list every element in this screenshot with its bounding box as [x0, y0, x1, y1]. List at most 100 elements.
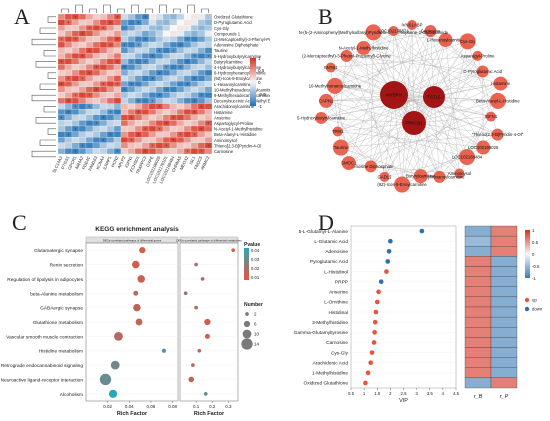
- heatmap-cell: [113, 92, 122, 99]
- heatmap-cell: [204, 75, 213, 82]
- heatmap-cell: [134, 137, 143, 143]
- heatmap-cell: [197, 64, 206, 71]
- heatmap-cell: [134, 120, 143, 127]
- heatmap-cell: [169, 142, 178, 149]
- significance-star: *: [89, 48, 91, 53]
- heatmap-cell: [99, 69, 108, 76]
- pathway-label: beta-Alanine metabolism: [30, 291, 83, 297]
- heatmap-cell: [183, 64, 192, 71]
- heatmap-row-label: Taurine: [214, 48, 228, 53]
- network-node: [364, 160, 377, 173]
- heatmap-cell: [183, 131, 192, 138]
- heatmap-cell: [176, 109, 185, 115]
- network-node: [485, 111, 496, 122]
- vip-tick-label: 4: [442, 391, 445, 396]
- network-edge: [393, 94, 498, 135]
- heatmap-cell: [92, 92, 101, 99]
- significance-star: *: [89, 71, 91, 76]
- heatmap-cell: [57, 103, 66, 110]
- significance-star: *: [61, 37, 63, 42]
- network-edge: [346, 55, 435, 98]
- heatmap-cell: [162, 137, 171, 143]
- heatmap-cell: [85, 36, 94, 43]
- heatmap-cell: [190, 25, 199, 31]
- heatmap-cell: [141, 103, 150, 110]
- network-node: [438, 33, 453, 48]
- vip-plot-frame: [350, 225, 457, 389]
- enrichment-point: [203, 391, 208, 396]
- vip-point: [378, 279, 384, 284]
- vip-metabolite-label: Carnosine: [326, 340, 348, 346]
- heatmap-cell: [204, 19, 213, 26]
- network-node: [402, 111, 426, 135]
- significance-star: *: [159, 93, 161, 98]
- enrichment-point: [188, 376, 195, 383]
- heatmap-cell: [197, 109, 206, 115]
- significance-star: *: [110, 20, 112, 25]
- heatmap-cell: [78, 86, 87, 93]
- dendrogram-branch: [39, 83, 56, 90]
- significance-star: *: [145, 127, 147, 132]
- network-edge: [445, 39, 499, 102]
- network-edge: [348, 96, 435, 164]
- heatmap-cell: [64, 81, 73, 87]
- vip-metabolite-label: 3-Methylhistidine: [312, 320, 348, 326]
- heatmap-cell: [204, 114, 213, 121]
- heatmap-cell: [155, 131, 164, 138]
- heatmap-cell: [106, 53, 115, 59]
- heatmap-cell: [134, 81, 143, 87]
- heatmap-cell: [204, 97, 213, 104]
- heatmap-cell: [134, 53, 143, 59]
- heatmap-cell: [204, 64, 213, 71]
- heatmap-cell: [127, 36, 136, 43]
- vip-colorbar: [525, 230, 530, 278]
- significance-star: *: [166, 65, 168, 70]
- significance-star: *: [152, 144, 154, 149]
- network-edge: [373, 32, 415, 124]
- vip-heat-cell-rb: [464, 256, 492, 267]
- heatmap-cell: [134, 30, 143, 37]
- heatmap-cell: [99, 120, 108, 127]
- network-node: [332, 139, 349, 156]
- heatmap-col-label: FCHSD1: [129, 155, 141, 173]
- enrichment-point: [132, 260, 140, 269]
- heatmap-cell: [134, 92, 143, 99]
- heatmap-cell: [92, 137, 101, 143]
- heatmap-cell: [197, 19, 206, 26]
- vip-heat-cell-rp: [490, 276, 518, 287]
- heatmap-cell: [169, 86, 178, 93]
- significance-star: *: [117, 37, 119, 42]
- heatmap-cell: [85, 75, 94, 82]
- heatmap-cell: [85, 114, 94, 121]
- heatmap-cell: [204, 137, 213, 143]
- heatmap-cell: [120, 114, 129, 121]
- network-edge: [346, 55, 403, 185]
- heatmap-cell: [155, 41, 164, 48]
- network-node-label: Beta-Alanyl-L-Histidine: [476, 98, 520, 103]
- heatmap-cell: [190, 69, 199, 76]
- heatmap-row-label: Aminomysol: [214, 138, 237, 143]
- heatmap-cell: [155, 142, 164, 149]
- heatmap-cell: [120, 137, 129, 143]
- network-edge: [337, 122, 415, 132]
- network-node: [423, 86, 445, 108]
- heatmap-cell: [155, 114, 164, 121]
- heatmap-cell: [127, 41, 136, 48]
- heatmap-cell: [78, 97, 87, 104]
- heatmap-cell: [169, 13, 178, 20]
- heatmap-row-label: Butyrylcarnitine: [214, 59, 243, 64]
- enrichment-point: [231, 248, 236, 253]
- heatmap-cell: [162, 69, 171, 76]
- heatmap-cell: [85, 86, 94, 93]
- heatmap-row-label: Histamine: [214, 110, 233, 115]
- vip-metabolite-label: PRPP: [335, 279, 348, 285]
- network-edge: [321, 96, 435, 119]
- vip-heat-cell-rb: [464, 246, 492, 257]
- network-edge: [334, 85, 415, 124]
- x-tick-label: 0.2: [209, 404, 216, 409]
- dendrogram-branch: [31, 38, 56, 46]
- heatmap-cell: [120, 19, 129, 26]
- heatmap-cell: [190, 47, 199, 54]
- dendrogram-branch: [117, 8, 125, 13]
- heatmap-cell: [141, 30, 150, 37]
